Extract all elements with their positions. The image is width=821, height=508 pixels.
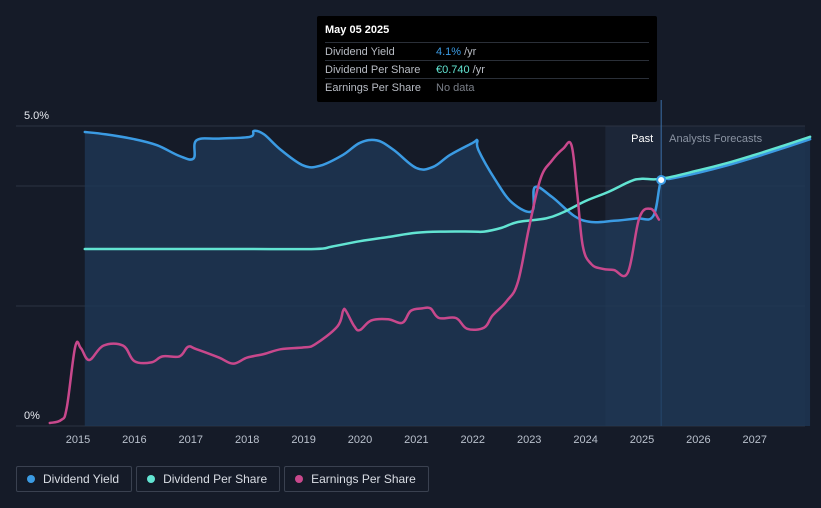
chart-tooltip: May 05 2025 Dividend Yield 4.1% /yr Divi…: [317, 16, 657, 102]
x-tick-label: 2027: [743, 434, 767, 446]
y-tick-label: 0%: [24, 410, 40, 422]
x-tick-label: 2019: [291, 434, 315, 446]
legend-dot-icon: [27, 475, 35, 483]
x-tick-label: 2021: [404, 434, 428, 446]
x-tick-label: 2015: [66, 434, 90, 446]
dividend-yield-area: [84, 130, 811, 426]
x-tick-label: 2024: [573, 434, 597, 446]
y-tick-label: 5.0%: [24, 110, 49, 122]
legend-dividend-yield[interactable]: Dividend Yield: [16, 466, 133, 492]
tooltip-value: €0.740: [436, 63, 470, 76]
tooltip-row-dividend-per-share: Dividend Per Share €0.740 /yr: [325, 60, 649, 78]
legend-dividend-per-share[interactable]: Dividend Per Share: [136, 466, 281, 492]
x-tick-label: 2023: [517, 434, 541, 446]
earnings-per-share-line[interactable]: [48, 140, 661, 425]
legend-dot-icon: [295, 475, 304, 483]
legend-label: Earnings Per Share: [311, 472, 416, 486]
tooltip-unit: /yr: [472, 63, 485, 76]
x-tick-label: 2016: [122, 434, 146, 446]
tooltip-unit: /yr: [464, 45, 477, 58]
x-tick-label: 2026: [686, 434, 710, 446]
x-tick-label: 2025: [630, 434, 654, 446]
legend-label: Dividend Per Share: [163, 472, 268, 486]
dividend-per-share-line[interactable]: [83, 135, 812, 251]
tooltip-row-dividend-yield: Dividend Yield 4.1% /yr: [325, 42, 649, 60]
past-label: Past: [631, 133, 653, 145]
tooltip-date: May 05 2025: [325, 24, 390, 36]
x-tick-label: 2017: [179, 434, 203, 446]
chart-legend: Dividend Yield Dividend Per Share Earnin…: [16, 466, 433, 492]
dividend-yield-line[interactable]: [83, 129, 812, 224]
tooltip-label: Earnings Per Share: [325, 81, 421, 94]
legend-earnings-per-share[interactable]: Earnings Per Share: [284, 466, 429, 492]
tooltip-value: 4.1%: [436, 45, 462, 58]
tooltip-label: Dividend Per Share: [325, 63, 421, 76]
tooltip-row-earnings-per-share: Earnings Per Share No data: [325, 78, 649, 96]
legend-dot-icon: [147, 475, 156, 483]
hover-marker: [656, 175, 667, 185]
x-tick-label: 2020: [348, 434, 372, 446]
forecast-label: Analysts Forecasts: [669, 133, 762, 145]
tooltip-label: Dividend Yield: [325, 45, 395, 58]
tooltip-value: No data: [436, 81, 475, 94]
legend-label: Dividend Yield: [43, 472, 120, 486]
x-tick-label: 2018: [235, 434, 259, 446]
x-tick-label: 2022: [461, 434, 485, 446]
